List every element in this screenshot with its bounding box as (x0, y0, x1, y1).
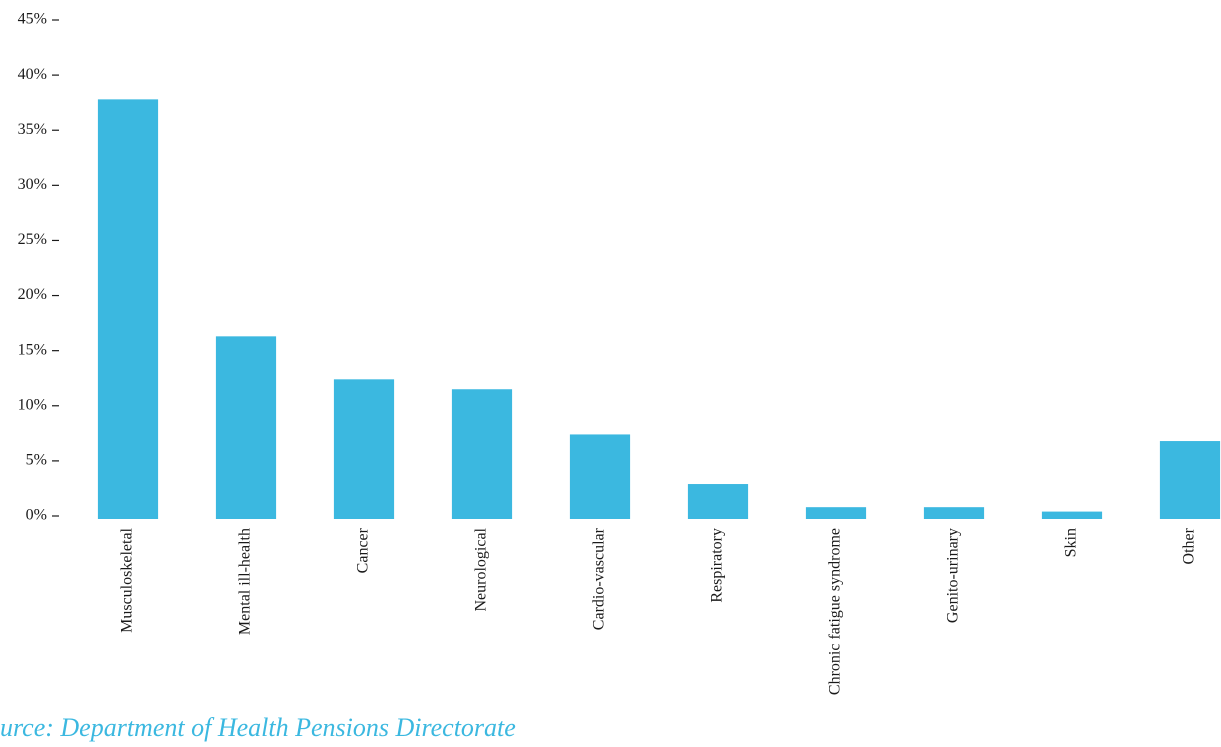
bar (569, 434, 631, 519)
x-tick-label: Cardio-vascular (591, 527, 608, 630)
bar (1041, 511, 1103, 519)
y-tick-label: 0% (26, 507, 47, 524)
y-tick-label: 35% (18, 121, 47, 138)
x-tick-label: Respiratory (709, 528, 726, 603)
bar (215, 336, 277, 519)
bar (687, 484, 749, 519)
bar (923, 507, 985, 519)
x-tick-label: Chronic fatigue syndrome (827, 528, 844, 695)
source-note: urce: Department of Health Pensions Dire… (0, 713, 516, 742)
y-tick-label: 25% (18, 231, 47, 248)
bar (333, 379, 395, 519)
x-tick-label: Cancer (355, 527, 372, 573)
x-tick-label: Skin (1063, 528, 1080, 557)
bar (97, 99, 159, 520)
y-tick-label: 30% (18, 176, 47, 193)
y-tick-label: 15% (18, 341, 47, 358)
y-tick-label: 10% (18, 396, 47, 413)
bar (805, 507, 867, 519)
y-tick-label: 45% (18, 11, 47, 28)
x-tick-label: Genito-urinary (945, 528, 962, 623)
y-tick-label: 5% (26, 452, 47, 469)
x-tick-label: Mental ill-health (237, 528, 254, 635)
bar (1159, 441, 1221, 519)
x-tick-label: Other (1181, 527, 1198, 564)
x-tick-label: Neurological (473, 527, 490, 611)
y-tick-label: 20% (18, 286, 47, 303)
y-tick-label: 40% (18, 66, 47, 83)
x-tick-label: Musculoskeletal (119, 527, 136, 632)
bar (451, 389, 513, 519)
